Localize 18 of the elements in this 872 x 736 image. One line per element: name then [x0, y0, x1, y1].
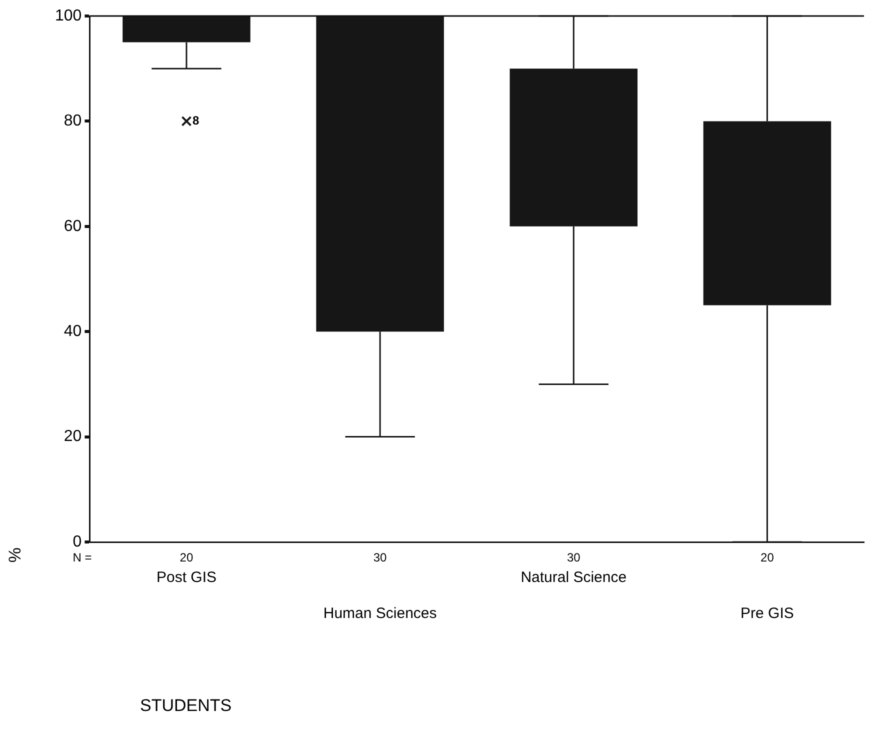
x-tick-label: Natural Science [520, 569, 627, 586]
text: 20 [760, 550, 774, 564]
text: 30 [566, 550, 581, 564]
y-tick-label: 60 [64, 218, 82, 235]
text: 30 [373, 550, 388, 564]
text: 20 [180, 550, 194, 564]
x-tick-label: Human Sciences [323, 605, 437, 622]
y-tick-label: 100 [54, 7, 82, 24]
x-axis-title: STUDENTS [140, 696, 232, 716]
text: N = [72, 550, 92, 564]
y-tick-label: 20 [64, 428, 82, 446]
y-tick-label: 80 [64, 112, 82, 130]
y-tick-label: 0 [72, 533, 82, 550]
x-tick-label: Post GIS [156, 569, 216, 586]
y-tick-label: 40 [64, 323, 82, 340]
annotation: 8 [192, 114, 200, 128]
x-tick-label: Pre GIS [740, 605, 794, 622]
y-axis-title: % [6, 547, 26, 563]
